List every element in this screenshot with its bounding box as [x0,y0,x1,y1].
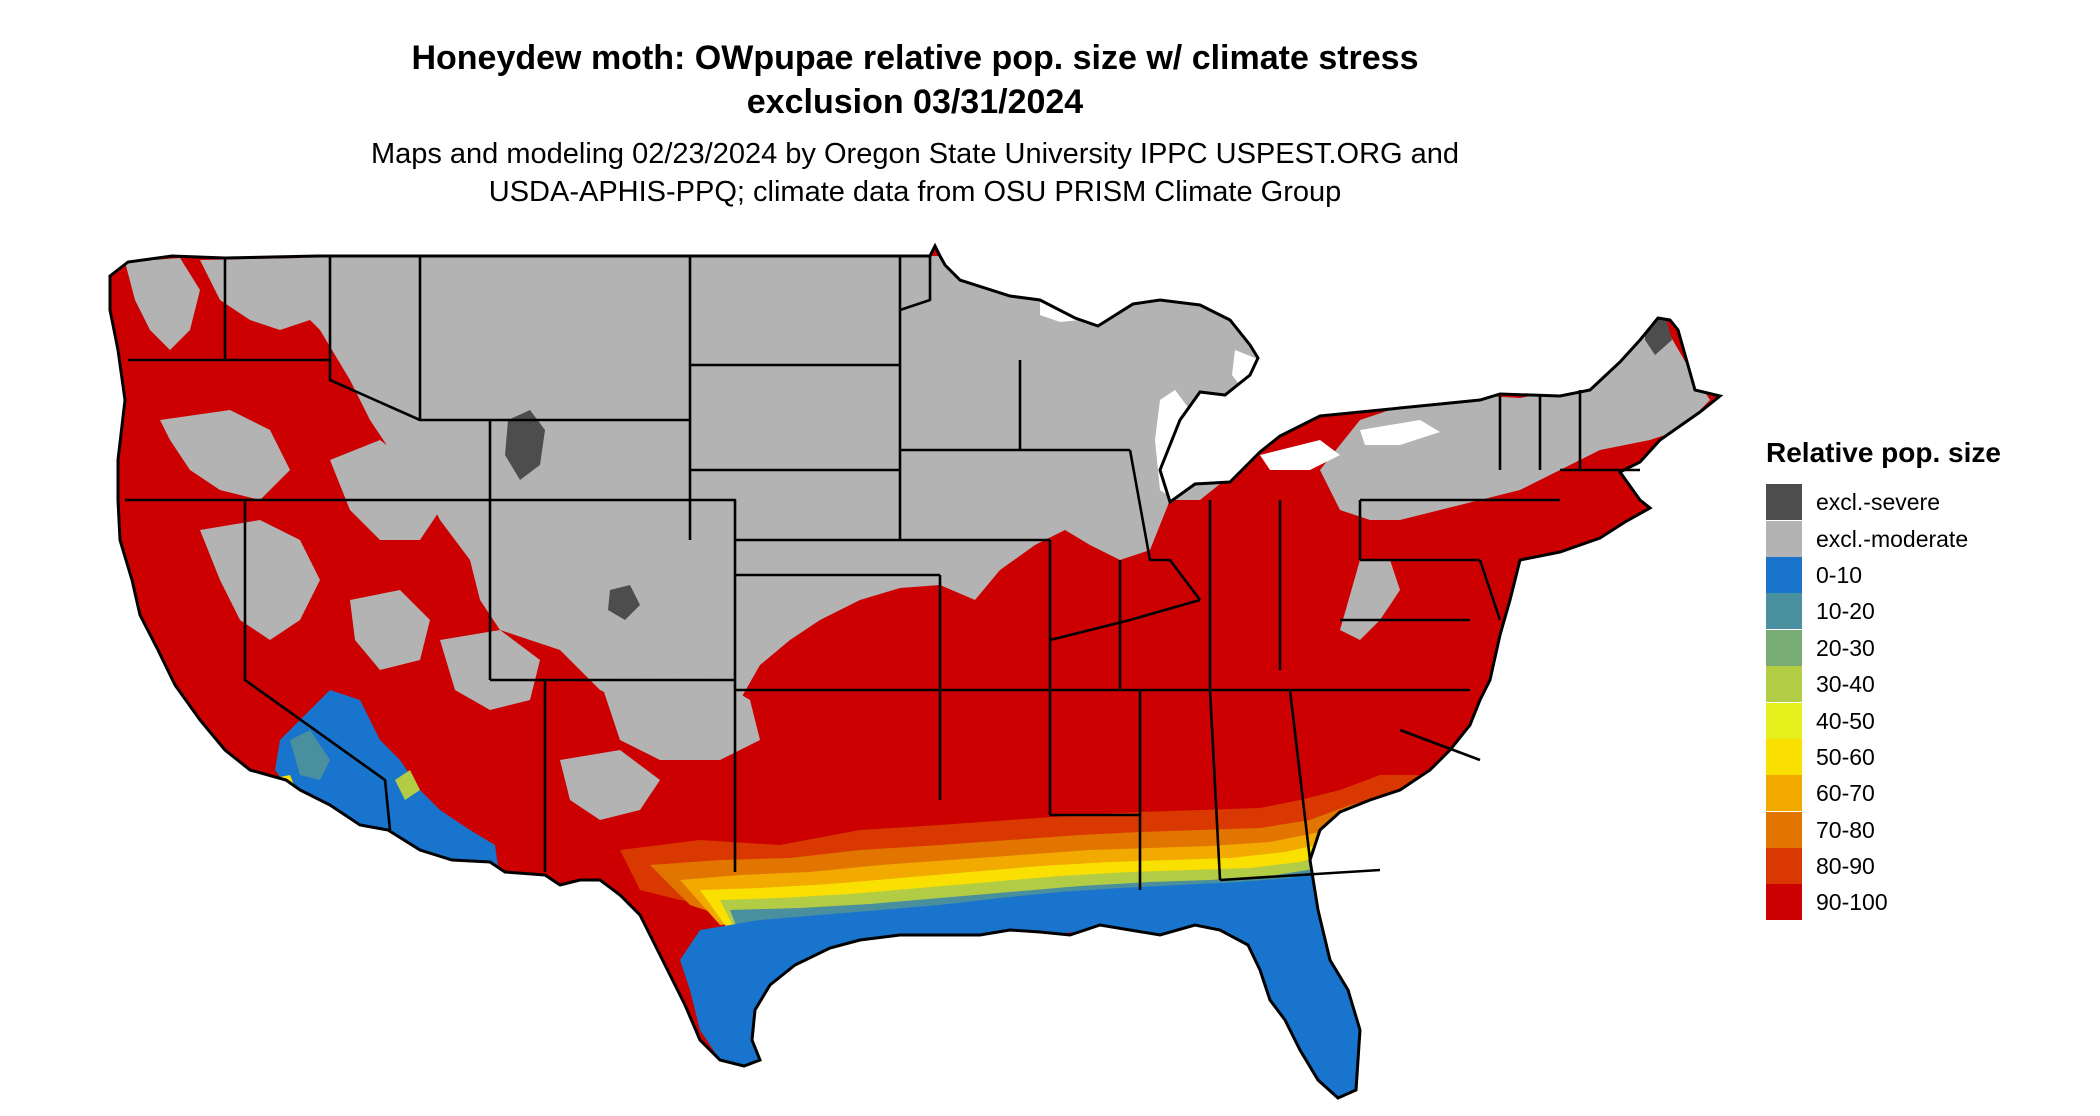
legend-swatch [1766,775,1802,812]
legend-label: 10-20 [1816,598,1875,625]
legend-swatch [1766,629,1802,666]
map-title-line2: exclusion 03/31/2024 [746,83,1084,121]
legend-swatch [1766,884,1802,921]
legend-item-60-70: 60-70 [1766,775,2066,812]
legend-label: 40-50 [1816,707,1875,734]
legend-label: 0-10 [1816,561,1863,588]
legend-item-20-30: 20-30 [1766,629,2066,666]
legend-swatch [1766,666,1802,703]
map-subtitle-line1: Maps and modeling 02/23/2024 by Oregon S… [370,138,1460,170]
legend-swatch [1766,738,1802,775]
legend-label: 20-30 [1816,634,1875,661]
legend-label: 30-40 [1816,671,1875,698]
map-subtitle-line2: USDA-APHIS-PPQ; climate data from OSU PR… [488,176,1342,208]
legend-swatch [1766,811,1802,848]
legend-label: excl.-moderate [1816,525,1969,552]
legend-swatch [1766,848,1802,885]
legend-item-70-80: 70-80 [1766,811,2066,848]
legend-label: excl.-severe [1816,489,1940,516]
legend-label: 80-90 [1816,853,1875,880]
legend-item-80-90: 80-90 [1766,848,2066,885]
legend-swatch [1766,702,1802,739]
legend-item-excl-moderate: excl.-moderate [1766,520,2066,557]
legend-item-10-20: 10-20 [1766,593,2066,630]
legend-label: 90-100 [1816,889,1888,916]
legend-swatch [1766,593,1802,630]
legend-item-90-100: 90-100 [1766,884,2066,921]
legend-swatch [1766,556,1802,593]
legend-item-30-40: 30-40 [1766,666,2066,703]
legend-label: 60-70 [1816,780,1875,807]
legend-item-excl-severe: excl.-severe [1766,484,2066,521]
map-title-line1: Honeydew moth: OWpupae relative pop. siz… [411,39,1419,77]
legend-item-40-50: 40-50 [1766,702,2066,739]
legend-swatch [1766,484,1802,521]
legend-title: Relative pop. size [1766,437,2001,468]
legend-label: 70-80 [1816,816,1875,843]
legend-swatch [1766,520,1802,557]
legend-item-50-60: 50-60 [1766,738,2066,775]
legend: Relative pop. size excl.-severe excl.-mo… [1766,436,2066,921]
legend-item-0-10: 0-10 [1766,556,2066,593]
legend-label: 50-60 [1816,743,1875,770]
